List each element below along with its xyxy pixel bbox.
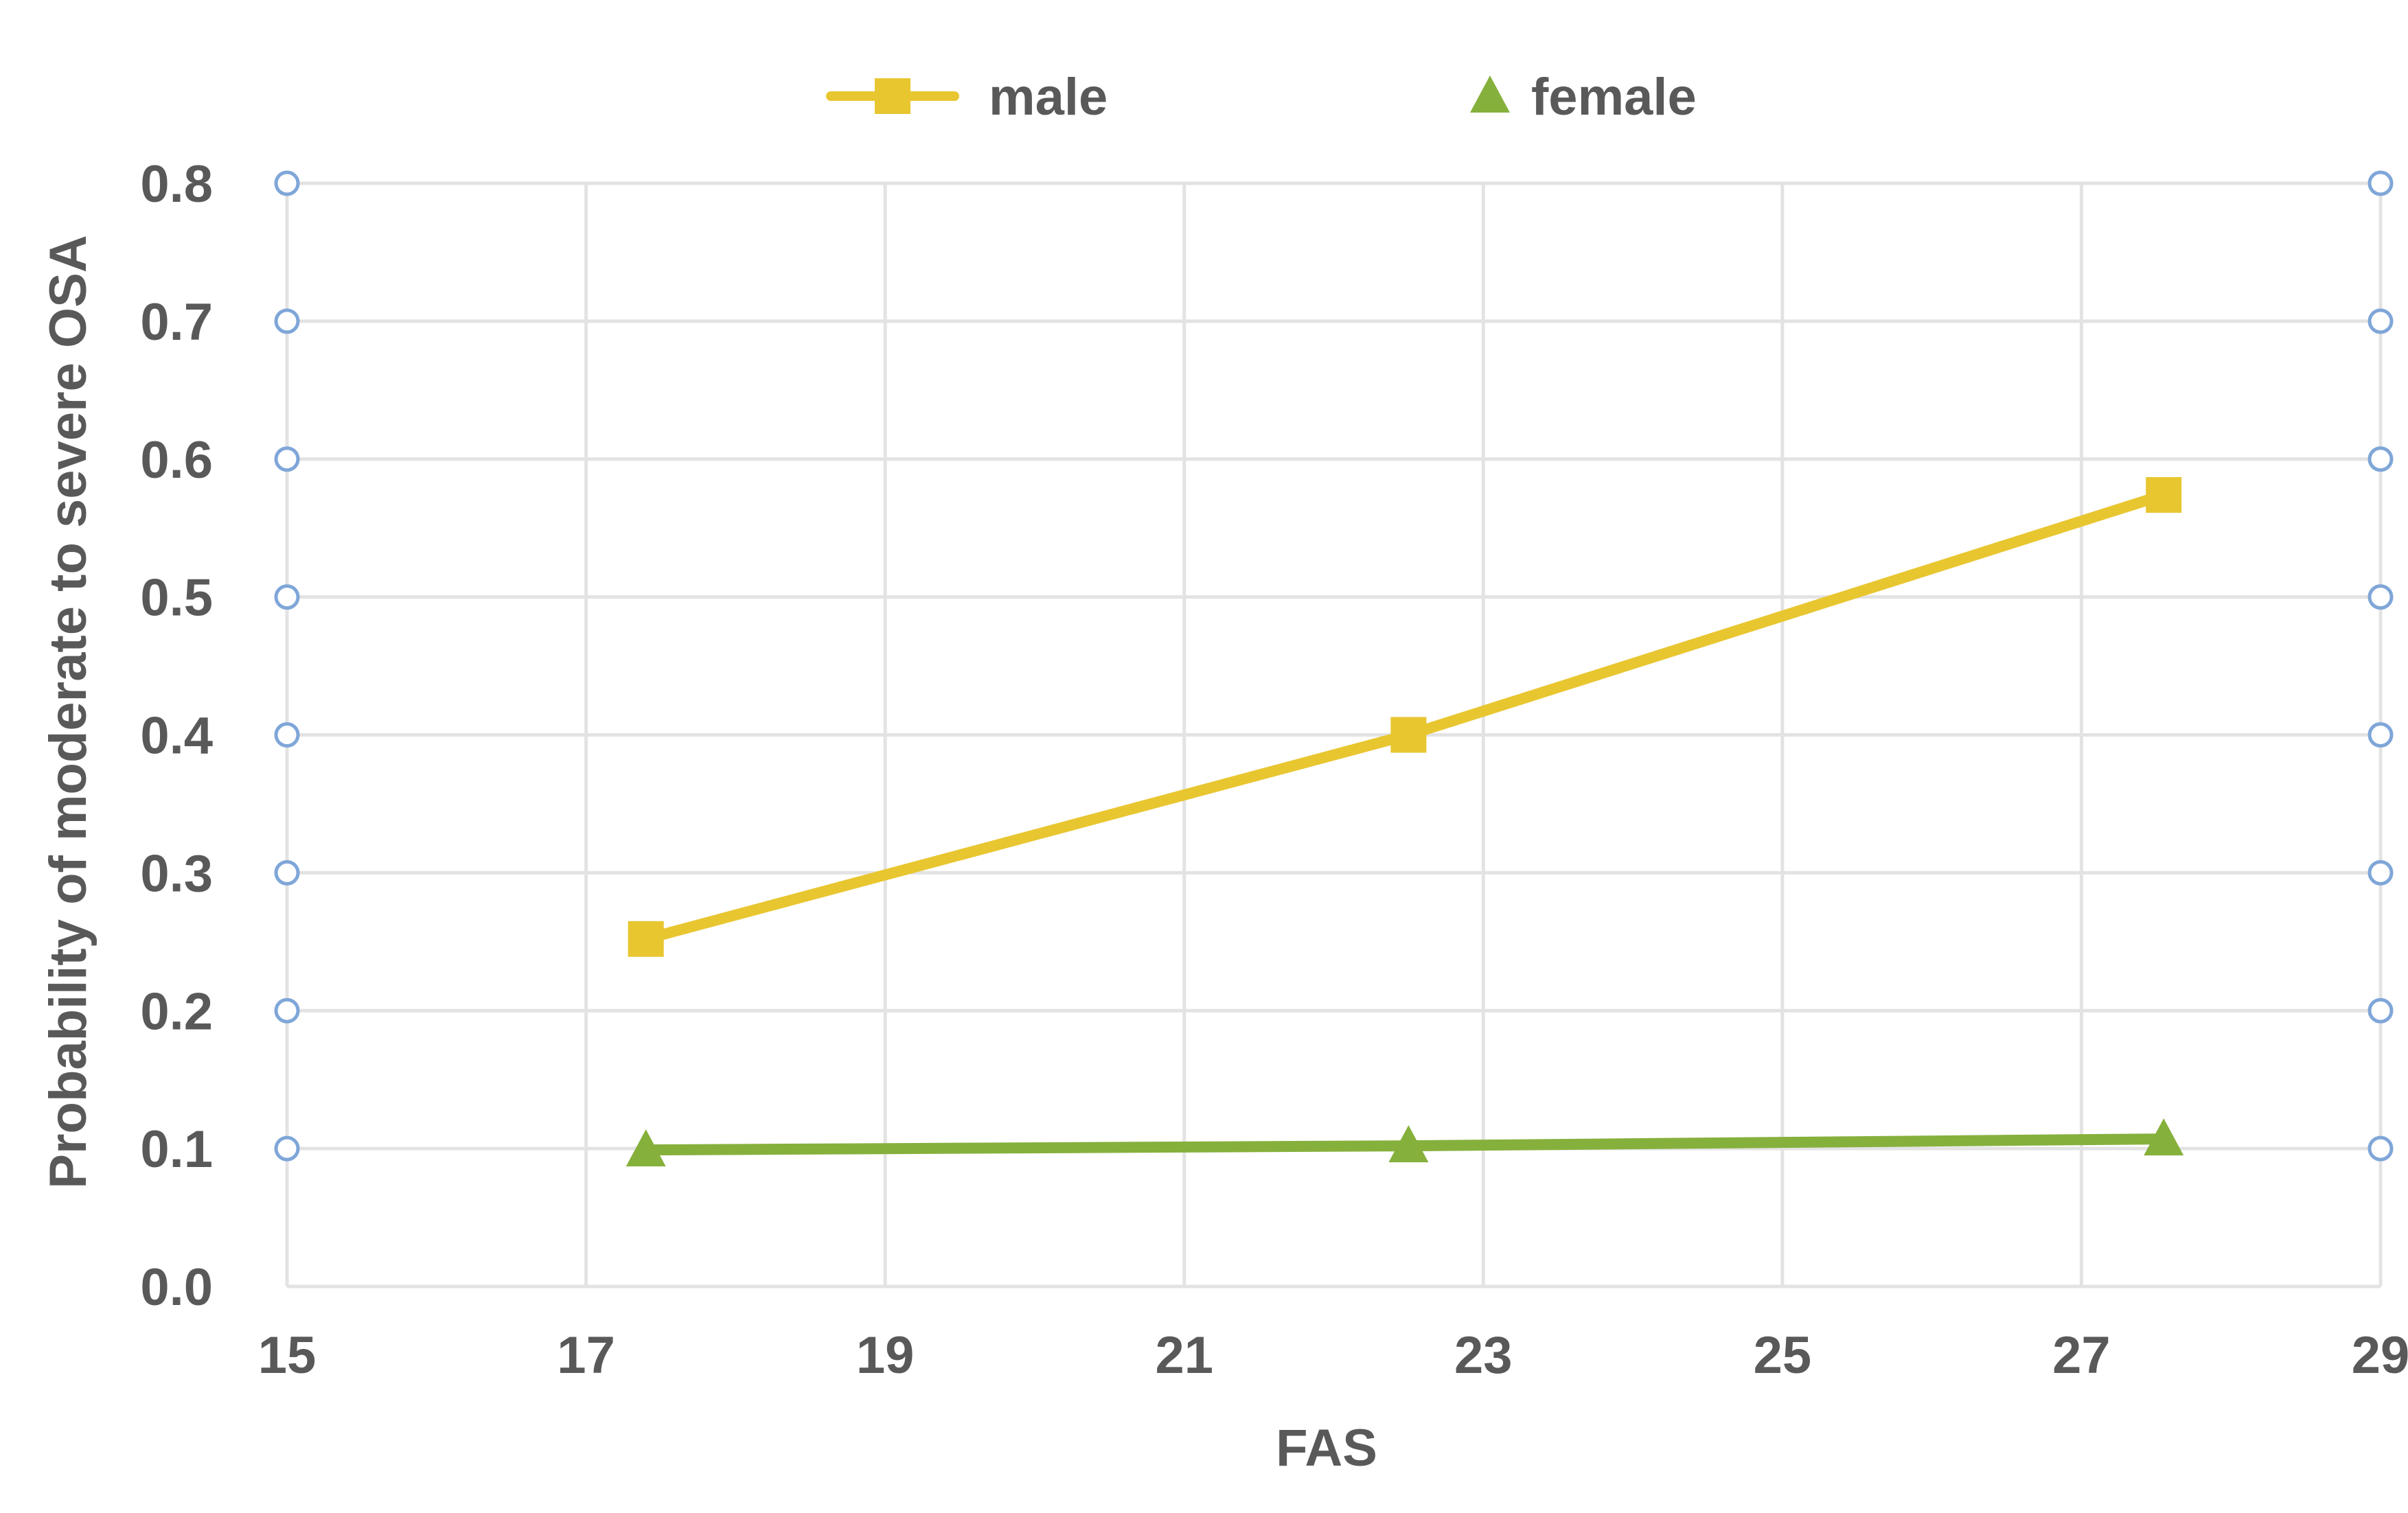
grid bbox=[285, 181, 2383, 1289]
y-tick-label: 0.4 bbox=[140, 707, 213, 765]
axis-markers bbox=[274, 170, 2394, 1162]
tick-labels: 0.0 0.1 0.2 0.3 0.4 0.5 0.6 0.7 0.8 15 17 19 21 23 25 2… bbox=[140, 155, 2408, 1385]
y-tick-label: 0.8 bbox=[140, 155, 213, 213]
y-tick-label: 0.6 bbox=[140, 431, 213, 489]
axis-circle-marker bbox=[274, 859, 300, 886]
axis-circle-marker bbox=[2367, 584, 2394, 610]
axis-circle-marker bbox=[2367, 997, 2394, 1024]
axis-circle-marker bbox=[274, 997, 300, 1024]
y-tick-label: 0.3 bbox=[140, 844, 213, 903]
x-tick-label: 25 bbox=[1754, 1326, 1812, 1385]
y-tick-label: 0.2 bbox=[140, 982, 213, 1041]
legend-label: male bbox=[989, 68, 1108, 126]
axis-circle-marker bbox=[2367, 446, 2394, 472]
y-tick-label: 0.1 bbox=[140, 1120, 213, 1179]
data-point-female bbox=[1388, 1125, 1429, 1163]
x-tick-label: 21 bbox=[1155, 1326, 1213, 1385]
axis-circle-marker bbox=[274, 722, 300, 748]
series-female bbox=[626, 1118, 2184, 1167]
axis-circle-marker bbox=[2367, 1135, 2394, 1162]
legend-marker bbox=[1470, 76, 1510, 113]
y-tick-label: 0.0 bbox=[140, 1258, 213, 1317]
legend-label: female bbox=[1531, 68, 1697, 126]
axis-circle-marker bbox=[274, 446, 300, 472]
axis-circle-marker bbox=[2367, 859, 2394, 886]
axis-circle-marker bbox=[274, 170, 300, 196]
axis-circle-marker bbox=[274, 308, 300, 334]
y-axis-title: Probability of moderate to severe OSA bbox=[39, 235, 98, 1189]
y-tick-label: 0.5 bbox=[140, 569, 213, 627]
axis-circle-marker bbox=[2367, 170, 2394, 196]
x-tick-label: 17 bbox=[557, 1326, 615, 1385]
x-tick-label: 15 bbox=[258, 1326, 317, 1385]
y-tick-label: 0.7 bbox=[140, 293, 213, 351]
x-tick-label: 19 bbox=[856, 1326, 915, 1385]
data-point-male bbox=[1390, 717, 1427, 753]
data-point-male bbox=[2146, 476, 2182, 513]
data-point-male bbox=[628, 921, 664, 957]
x-tick-label: 29 bbox=[2352, 1326, 2408, 1385]
series bbox=[626, 476, 2184, 1167]
axis-circle-marker bbox=[2367, 722, 2394, 748]
x-tick-label: 27 bbox=[2052, 1326, 2111, 1385]
data-point-female bbox=[626, 1129, 666, 1167]
x-tick-label: 23 bbox=[1454, 1326, 1513, 1385]
legend[interactable]: male female bbox=[826, 68, 1697, 126]
axis-circle-marker bbox=[274, 1135, 300, 1162]
legend-item-male[interactable]: male bbox=[826, 68, 1108, 126]
axis-circle-marker bbox=[2367, 308, 2394, 334]
axis-circle-marker bbox=[274, 584, 300, 610]
legend-item-female[interactable]: female bbox=[1470, 68, 1697, 126]
x-axis-title: FAS bbox=[1276, 1419, 1377, 1477]
legend-marker bbox=[875, 78, 910, 114]
series-male bbox=[628, 476, 2182, 957]
data-point-female bbox=[2144, 1118, 2184, 1156]
